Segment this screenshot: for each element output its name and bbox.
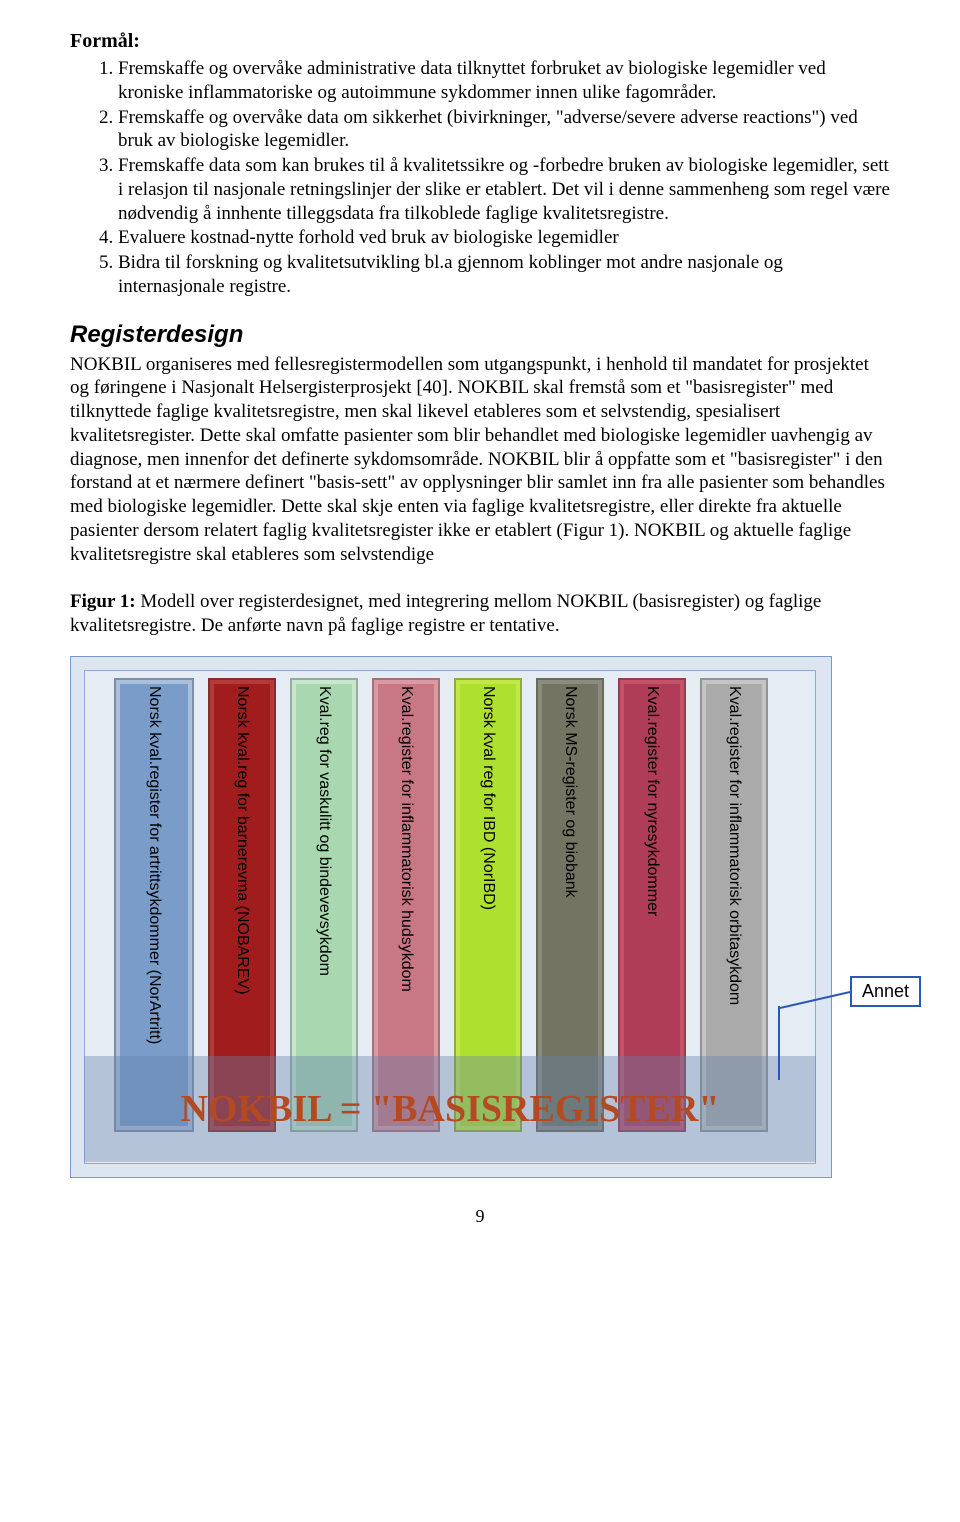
annet-arrow	[770, 976, 860, 1016]
figure-caption-text: Modell over registerdesignet, med integr…	[70, 591, 821, 636]
register-bar-label: Norsk kval.register for artrittsykdommer…	[145, 686, 163, 1044]
figure-label: Figur 1:	[70, 591, 136, 612]
purpose-item: Bidra til forskning og kvalitetsutviklin…	[118, 251, 890, 299]
figure-caption: Figur 1: Modell over registerdesignet, m…	[70, 590, 890, 638]
register-bar-label: Kval.reg for vaskulitt og bindevevsykdom	[315, 686, 333, 976]
page-number: 9	[70, 1206, 890, 1227]
section-title-formal: Formål:	[70, 30, 890, 53]
register-diagram: Norsk kval.register for artrittsykdommer…	[70, 656, 890, 1176]
register-bar-label: Kval.register for nyresykdommer	[643, 686, 661, 916]
register-bar-label: Norsk MS-register og biobank	[561, 686, 579, 898]
registerdesign-heading: Registerdesign	[70, 321, 890, 349]
register-bar-label: Kval.register for inflammatorisk hudsykd…	[397, 686, 415, 992]
register-bar-label: Norsk kval.reg for barnerevma (NOBAREV)	[233, 686, 251, 995]
annet-box: Annet	[850, 976, 921, 1007]
purpose-list: Fremskaffe og overvåke administrative da…	[70, 57, 890, 299]
register-bar-label: Norsk kval reg for IBD (NorIBD)	[479, 686, 497, 910]
annet-connector	[778, 1006, 780, 1080]
basis-register-band: NOKBIL = "BASISREGISTER"	[84, 1056, 816, 1162]
purpose-item: Evaluere kostnad-nytte forhold ved bruk …	[118, 226, 890, 250]
register-bar-label: Kval.register for inflammatorisk orbitas…	[725, 686, 743, 1005]
purpose-item: Fremskaffe og overvåke data om sikkerhet…	[118, 106, 890, 154]
purpose-item: Fremskaffe og overvåke administrative da…	[118, 57, 890, 105]
registerdesign-body: NOKBIL organiseres med fellesregistermod…	[70, 353, 890, 567]
purpose-item: Fremskaffe data som kan brukes til å kva…	[118, 154, 890, 225]
